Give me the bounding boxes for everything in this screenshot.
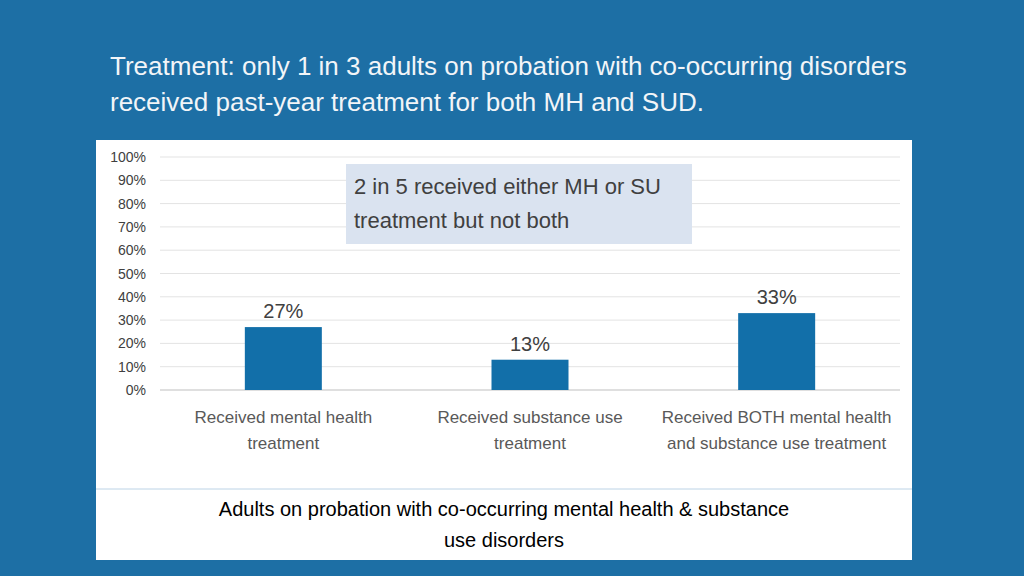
grid-line — [160, 273, 900, 274]
y-tick-label: 20% — [118, 335, 146, 351]
bars — [245, 313, 815, 390]
x-tick-label: Received mental health treatment — [168, 405, 398, 457]
grid-line — [160, 157, 900, 158]
bar — [492, 360, 569, 390]
x-tick-label: Received substance use treatment — [415, 405, 645, 457]
divider — [96, 489, 912, 490]
y-tick-label: 10% — [118, 359, 146, 375]
x-tick-label: Received BOTH mental health and substanc… — [662, 405, 892, 457]
data-label: 13% — [510, 333, 550, 355]
y-tick-label: 50% — [118, 266, 146, 282]
y-tick-label: 90% — [118, 172, 146, 188]
y-tick-label: 70% — [118, 219, 146, 235]
title: Treatment: only 1 in 3 adults on probati… — [110, 48, 990, 120]
y-tick-label: 60% — [118, 242, 146, 258]
y-tick-label: 0% — [126, 382, 146, 398]
y-tick-label: 80% — [118, 196, 146, 212]
y-tick-label: 100% — [110, 149, 146, 165]
y-tick-label: 30% — [118, 312, 146, 328]
bar — [245, 327, 322, 390]
data-label: 33% — [757, 286, 797, 308]
grid-line — [160, 250, 900, 251]
data-label: 27% — [263, 300, 303, 322]
y-tick-label: 40% — [118, 289, 146, 305]
chart-svg: 0% 10% 20% 30% 40% 50% 60% 70% 80% 90% 100% 27% 13% 3… — [0, 0, 1024, 576]
x-axis-label: Adults on probation with co-occurring me… — [204, 494, 804, 556]
bar — [738, 313, 815, 390]
annotation: 2 in 5 received either MH or SU treatmen… — [346, 164, 692, 244]
